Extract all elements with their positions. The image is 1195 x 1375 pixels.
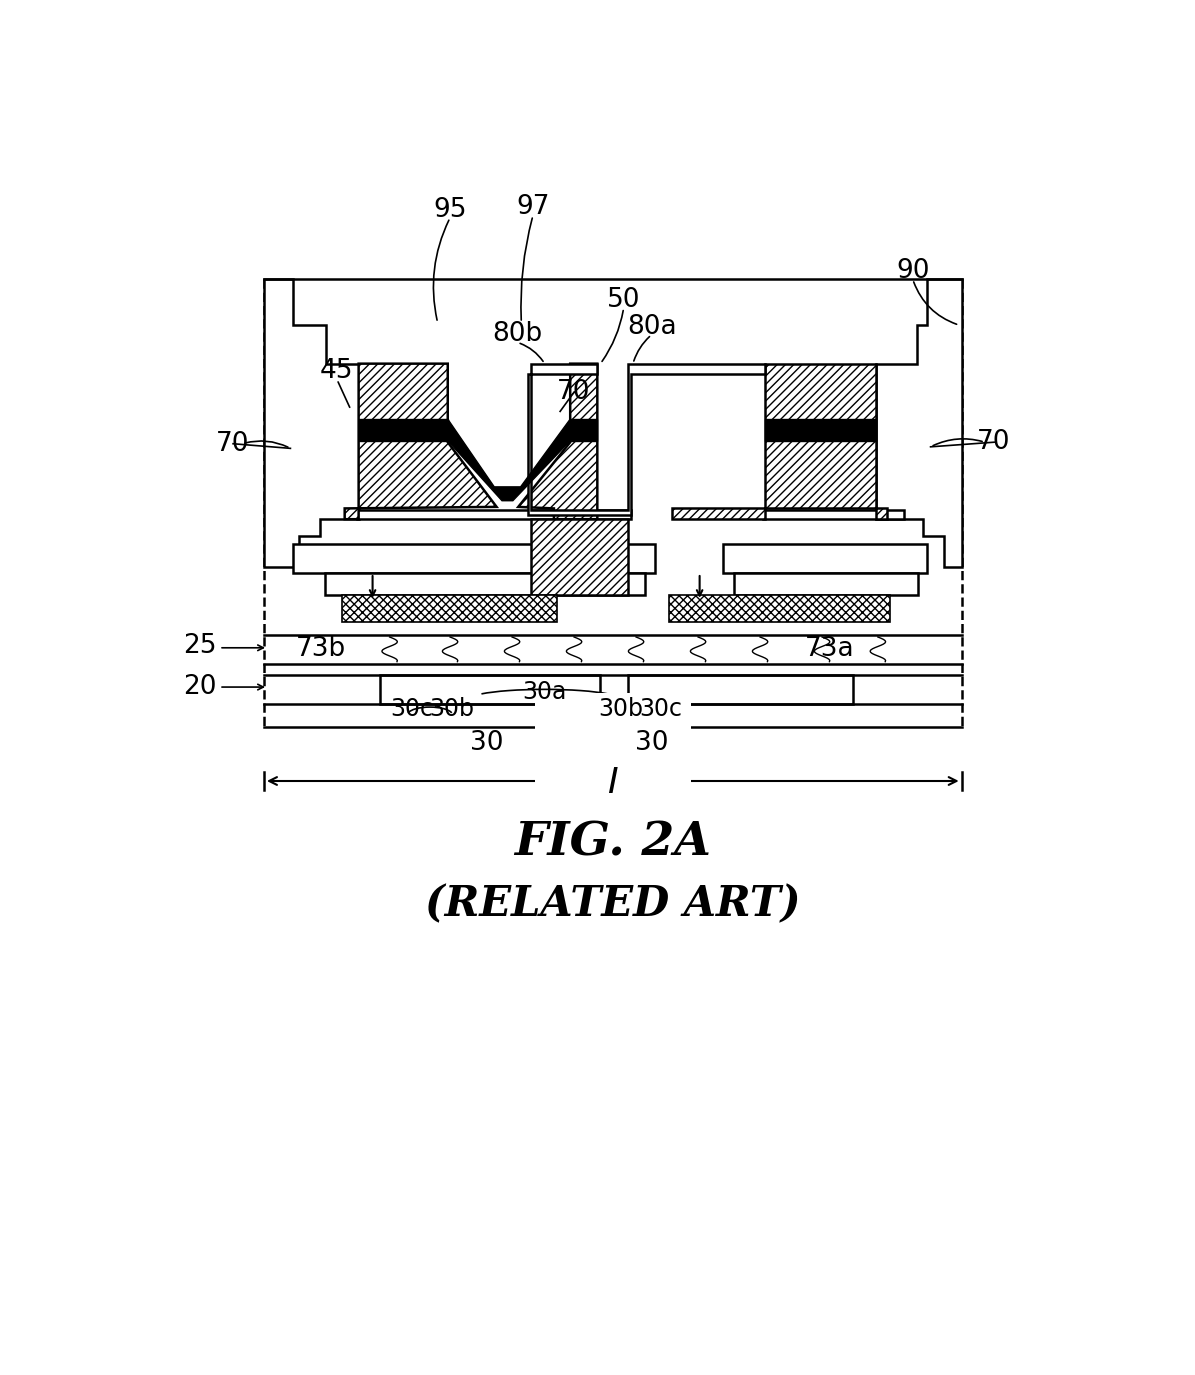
Text: 73a: 73a (805, 635, 854, 661)
Bar (325, 573, 645, 594)
Text: 70: 70 (216, 430, 250, 456)
Text: 90: 90 (896, 258, 930, 285)
Bar (734, 573, 918, 594)
Bar (357, 510, 631, 520)
Polygon shape (344, 363, 497, 520)
Text: 97: 97 (516, 194, 550, 220)
Polygon shape (519, 363, 598, 520)
Bar (669, 594, 890, 622)
Text: 20: 20 (183, 674, 216, 700)
Text: 80b: 80b (492, 322, 543, 348)
Text: 70: 70 (978, 429, 1011, 455)
Text: 70: 70 (557, 380, 590, 406)
Polygon shape (527, 363, 765, 514)
Bar (358, 419, 448, 440)
Text: 30b: 30b (429, 697, 474, 720)
Text: 45: 45 (320, 359, 354, 385)
Text: 50: 50 (607, 287, 641, 312)
Text: 30c: 30c (639, 697, 682, 720)
Polygon shape (448, 419, 570, 500)
Bar (264, 675, 962, 704)
Bar (629, 675, 853, 704)
Polygon shape (876, 279, 962, 566)
Bar (380, 675, 600, 704)
Text: 30: 30 (470, 730, 503, 755)
Bar (342, 594, 557, 622)
Bar (764, 510, 905, 520)
Bar (293, 544, 655, 573)
Text: FIG. 2A: FIG. 2A (514, 820, 711, 866)
Bar (723, 544, 927, 573)
Text: 25: 25 (183, 634, 216, 659)
Text: 73b: 73b (296, 635, 347, 661)
Text: (RELATED ART): (RELATED ART) (425, 883, 801, 925)
Text: 30: 30 (635, 730, 668, 755)
Text: 30a: 30a (522, 679, 566, 704)
Text: 80a: 80a (626, 314, 676, 340)
Text: 30b: 30b (598, 697, 643, 720)
Text: 30c: 30c (390, 697, 433, 720)
Bar (264, 635, 962, 664)
Polygon shape (264, 279, 358, 566)
Bar (570, 419, 598, 440)
Bar (765, 419, 876, 440)
Bar (531, 520, 629, 594)
Polygon shape (672, 363, 887, 520)
Text: 95: 95 (434, 197, 467, 223)
Text: $\mathit{I}$: $\mathit{I}$ (607, 766, 619, 799)
